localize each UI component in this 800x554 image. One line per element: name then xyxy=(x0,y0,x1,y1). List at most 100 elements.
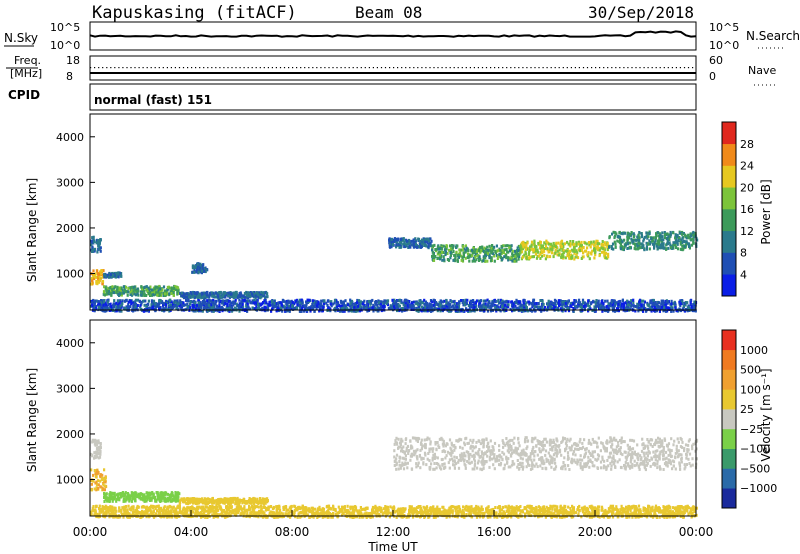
scatter-cell xyxy=(238,292,241,296)
scatter-cell xyxy=(119,299,122,303)
scatter-cell xyxy=(527,300,530,304)
scatter-cell xyxy=(558,302,561,306)
scatter-cell xyxy=(557,241,560,245)
scatter-cell xyxy=(620,304,623,308)
scatter-cell xyxy=(96,269,99,273)
scatter-cell xyxy=(676,235,679,239)
scatter-cell xyxy=(453,302,456,305)
scatter-cell xyxy=(122,498,125,501)
scatter-cell xyxy=(227,309,230,313)
scatter-cell xyxy=(557,307,560,311)
scatter-cell xyxy=(386,300,389,304)
scatter-cell xyxy=(518,252,521,256)
scatter-cell xyxy=(199,309,202,313)
date-title: 30/Sep/2018 xyxy=(588,3,694,22)
scatter-cell xyxy=(181,304,184,307)
scatter-cell xyxy=(270,300,273,303)
scatter-cell xyxy=(464,244,467,248)
scatter-cell xyxy=(112,291,115,295)
scatter-cell xyxy=(683,302,686,305)
scatter-cell xyxy=(95,483,99,487)
scatter-cell xyxy=(563,242,567,246)
scatter-cell xyxy=(118,496,121,500)
scatter-cell xyxy=(692,303,695,307)
scatter-cell xyxy=(457,302,460,306)
scatter-cell xyxy=(498,252,501,256)
nave-dot xyxy=(130,67,132,69)
scatter-cell xyxy=(102,487,105,491)
scatter-cell xyxy=(265,301,268,305)
scatter-cell xyxy=(203,294,206,298)
scatter-cell xyxy=(689,232,692,236)
scatter-cell xyxy=(208,291,212,295)
scatter-cell xyxy=(643,306,646,310)
scatter-cell xyxy=(672,309,675,313)
scatter-cell xyxy=(183,296,186,300)
scatter-cell xyxy=(492,247,495,251)
scatter-cell xyxy=(280,303,283,307)
scatter-cell xyxy=(442,244,445,248)
scatter-cell xyxy=(503,255,506,259)
scatter-cell xyxy=(517,257,520,261)
scatter-cell xyxy=(171,499,174,503)
scatter-cell xyxy=(433,255,436,259)
scatter-cell xyxy=(269,303,272,307)
scatter-cell xyxy=(95,468,98,472)
scatter-cell xyxy=(661,235,664,239)
scatter-cell xyxy=(117,293,120,296)
nave-dot xyxy=(663,67,665,69)
scatter-cell xyxy=(237,304,240,307)
scatter-cell xyxy=(630,299,633,303)
scatter-cell xyxy=(225,497,228,501)
scatter-cell xyxy=(405,239,408,243)
scatter-cell xyxy=(479,249,483,253)
scatter-cell xyxy=(197,271,200,275)
scatter-cell xyxy=(251,306,254,310)
scatter-cell xyxy=(670,245,673,249)
scatter-cell xyxy=(102,300,106,304)
scatter-cell xyxy=(572,245,576,249)
scatter-cell xyxy=(540,250,544,254)
scatter-cell xyxy=(200,306,203,310)
scatter-cell xyxy=(267,303,270,307)
scatter-cell xyxy=(544,247,547,250)
scatter-cell xyxy=(542,247,545,251)
scatter-cell xyxy=(183,293,186,297)
scatter-cell xyxy=(516,246,519,250)
nave-dot xyxy=(409,67,411,69)
scatter-cell xyxy=(438,301,441,305)
scatter-cell xyxy=(666,232,669,236)
nave-dot xyxy=(288,67,290,69)
scatter-cell xyxy=(117,275,120,279)
scatter-cell xyxy=(511,249,514,253)
scatter-cell xyxy=(560,256,563,260)
scatter-cell xyxy=(649,301,652,305)
scatter-cell xyxy=(642,303,645,307)
scatter-cell xyxy=(595,305,598,308)
nave-dot xyxy=(134,67,136,69)
scatter-cell xyxy=(464,250,467,254)
scatter-cell xyxy=(175,285,178,289)
scatter-cell xyxy=(287,304,291,308)
scatter-cell xyxy=(408,241,411,245)
scatter-cell xyxy=(575,244,578,248)
scatter-cell xyxy=(427,306,430,309)
scatter-cell xyxy=(256,294,259,298)
nave-dot xyxy=(178,67,181,69)
scatter-cell xyxy=(643,248,646,252)
scatter-cell xyxy=(95,453,98,456)
scatter-cell xyxy=(532,255,535,259)
scatter-cell xyxy=(104,476,107,479)
nave-dot xyxy=(659,67,661,69)
scatter-cell xyxy=(123,492,126,496)
scatter-cell xyxy=(650,299,653,303)
scatter-cell xyxy=(638,303,641,307)
scatter-cell xyxy=(99,238,102,242)
scatter-cell xyxy=(212,499,215,502)
scatter-cell xyxy=(117,492,120,496)
scatter-cell xyxy=(101,275,104,279)
scatter-cell xyxy=(426,304,430,308)
scatter-cell xyxy=(293,306,296,310)
scatter-cell xyxy=(98,455,102,459)
nave-dot xyxy=(211,67,213,69)
